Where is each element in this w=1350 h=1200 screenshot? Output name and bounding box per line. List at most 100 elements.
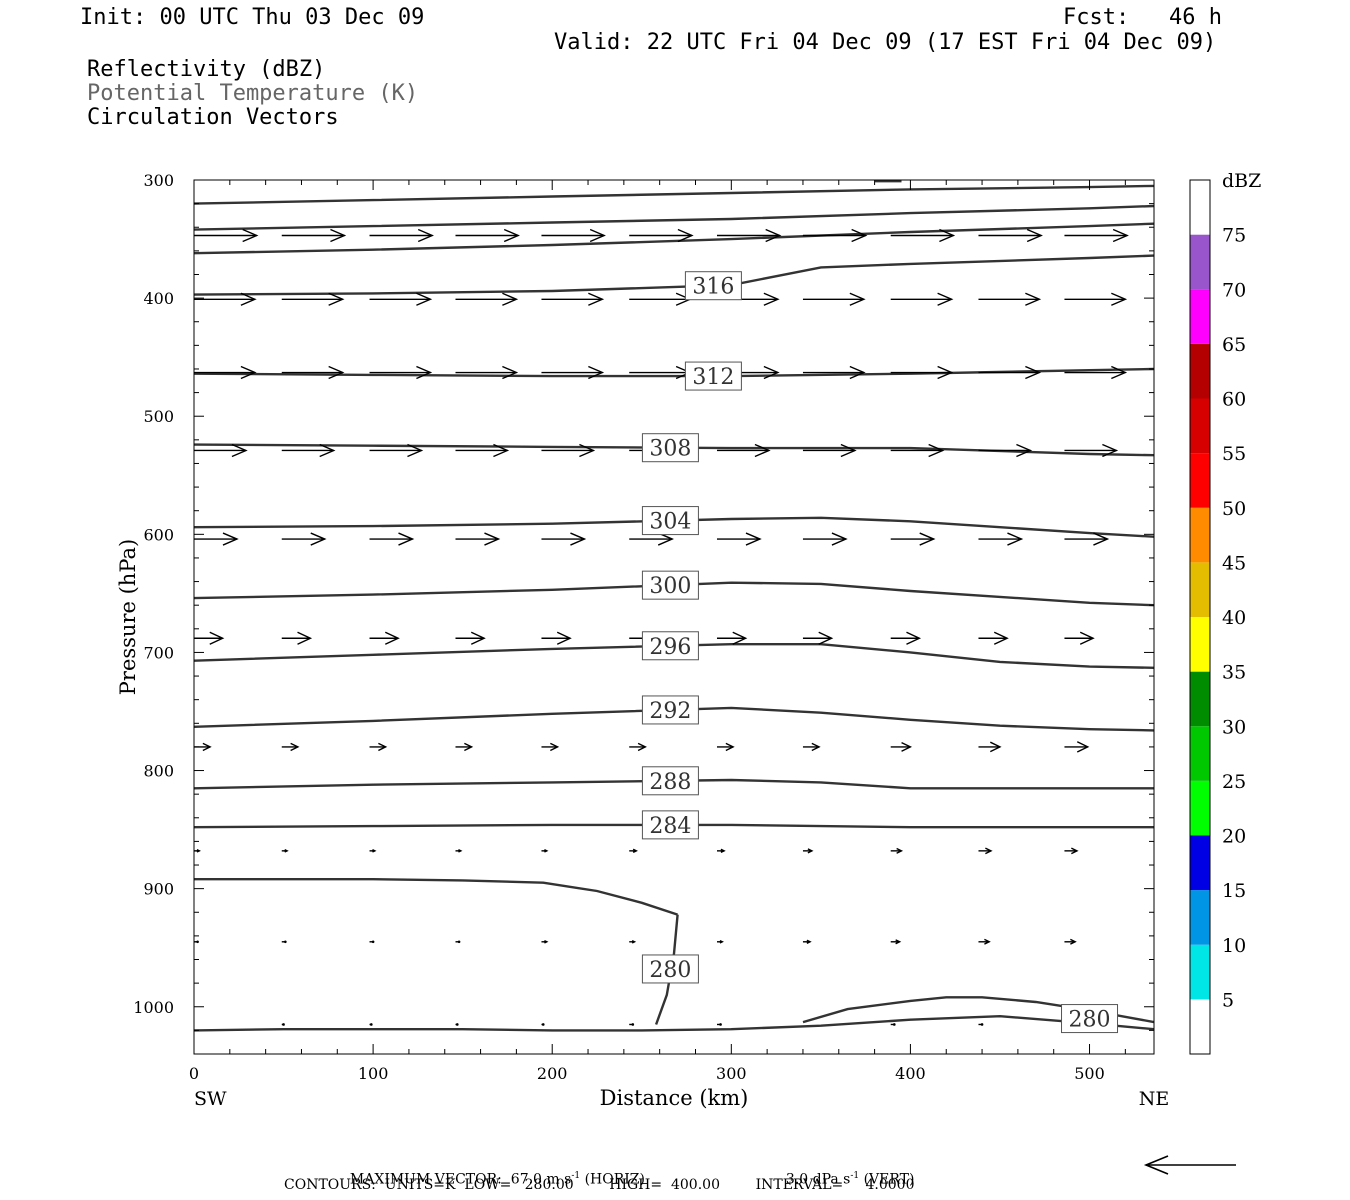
theta-contour-288 (194, 778, 1154, 790)
colorbar-level-label: 75 (1222, 225, 1246, 247)
circulation-vector (541, 631, 572, 645)
circulation-vector (802, 365, 866, 380)
y-tick-label: 300 (143, 171, 174, 190)
max-vector-label: MAXIMUM VECTOR: (349, 1171, 502, 1188)
colorbar-level-label: 30 (1222, 716, 1246, 738)
contour-label-box (641, 954, 699, 984)
circulation-vector (455, 940, 461, 944)
colorbar-segment (1190, 617, 1210, 672)
field-potential-temperature: Potential Temperature (K) (87, 81, 419, 106)
theta-contour-316 (194, 254, 1154, 296)
theta-contour-292 (194, 706, 1154, 732)
circulation-vector (369, 292, 433, 306)
circulation-vector (1064, 292, 1128, 306)
contour-label-box (1061, 1004, 1119, 1034)
contour-label: 296 (649, 635, 691, 660)
colorbar-segment (1190, 180, 1210, 235)
contour-label-box (684, 271, 742, 301)
circulation-vector (455, 443, 510, 458)
colorbar-frame (1189, 179, 1211, 1055)
field-circulation-vectors: Circulation Vectors (87, 105, 339, 130)
theta-contour-284 (194, 823, 1154, 829)
circulation-vector (802, 532, 848, 546)
colorbar-level-label: 60 (1222, 389, 1246, 411)
circulation-vector (281, 365, 345, 380)
colorbar-level-label: 15 (1222, 880, 1246, 902)
colorbar-level-label: 20 (1222, 826, 1246, 848)
circulation-vector (541, 532, 587, 546)
colorbar-segment (1190, 289, 1210, 344)
colorbar-segment (1190, 453, 1210, 508)
circulation-vector (194, 443, 248, 458)
circulation-vector (541, 292, 605, 306)
x-axis-label: Distance (km) (600, 1086, 749, 1110)
circulation-vector (1064, 365, 1128, 380)
max-vector-horiz-sup: -1 (571, 1171, 581, 1181)
colorbar-segment (1190, 562, 1210, 617)
colorbar-segment (1190, 507, 1210, 563)
circulation-vector (194, 940, 199, 944)
circulation-vector (716, 228, 782, 243)
theta-contour-324 (194, 204, 1154, 231)
circulation-vector (455, 742, 474, 752)
contour-label-box (641, 695, 699, 725)
circulation-vector (890, 847, 904, 854)
circulation-vector (369, 1023, 373, 1026)
colorbar-segment (1190, 944, 1210, 1000)
circulation-vector (716, 742, 735, 752)
circulation-vector (978, 532, 1024, 546)
plot-frame (193, 179, 1155, 1055)
circulation-vector (890, 365, 954, 380)
circulation-vector (1064, 532, 1110, 546)
circulation-vector (369, 940, 375, 944)
contour-label: 300 (649, 574, 691, 599)
circulation-vector (281, 292, 345, 306)
contour-label: 292 (649, 699, 691, 724)
circulation-vector (978, 741, 1002, 753)
circulation-vector (890, 631, 922, 645)
colorbar-level-label: 40 (1222, 607, 1246, 629)
circulation-vector (541, 1023, 545, 1026)
colorbar-segment (1190, 671, 1210, 727)
init-time: Init: 00 UTC Thu 03 Dec 09 (80, 5, 425, 30)
y-tick-label: 700 (143, 643, 174, 662)
circulation-vector (541, 443, 596, 458)
contours-info: CONTOURS: UNITS=K LOW= 280.00 HIGH= 400.… (284, 1177, 915, 1193)
circulation-vector (802, 228, 868, 243)
circulation-vector (455, 365, 519, 380)
contour-label: 316 (692, 275, 734, 300)
circulation-vector (629, 742, 647, 752)
x-tick-label: 200 (537, 1064, 568, 1083)
circulation-vector (1064, 443, 1119, 458)
circulation-vector (281, 443, 336, 458)
y-tick-label: 600 (143, 525, 174, 544)
circulation-vector (369, 849, 377, 853)
contour-label-box (684, 361, 742, 391)
circulation-vector (281, 532, 327, 546)
circulation-vector (541, 849, 549, 853)
circulation-vector (281, 1023, 285, 1026)
colorbar-unit-label: dBZ (1222, 170, 1261, 192)
reference-vector-arrow (1143, 1155, 1236, 1175)
circulation-vector (890, 532, 936, 546)
colorbar-segment (1190, 398, 1210, 454)
circulation-vector (978, 631, 1009, 645)
circulation-vector (194, 849, 201, 853)
max-vector-vert-value: 3.0 dPa s (785, 1171, 851, 1188)
colorbar-segment (1190, 343, 1210, 399)
circulation-vector (194, 228, 259, 243)
contour-label: 288 (649, 770, 691, 795)
contour-label: 280 (1069, 1008, 1111, 1033)
circulation-vector (890, 741, 913, 752)
circulation-vector (716, 1023, 722, 1026)
theta-contour-300 (194, 581, 1154, 607)
circulation-vector (629, 292, 692, 306)
field-reflectivity: Reflectivity (dBZ) (87, 57, 326, 82)
circulation-vector (978, 365, 1042, 380)
circulation-vector (890, 939, 902, 945)
circulation-vector (369, 228, 434, 243)
circulation-vector (802, 939, 812, 945)
contour-label: 312 (692, 365, 734, 390)
circulation-vector (629, 228, 694, 243)
circulation-vector (978, 228, 1043, 243)
